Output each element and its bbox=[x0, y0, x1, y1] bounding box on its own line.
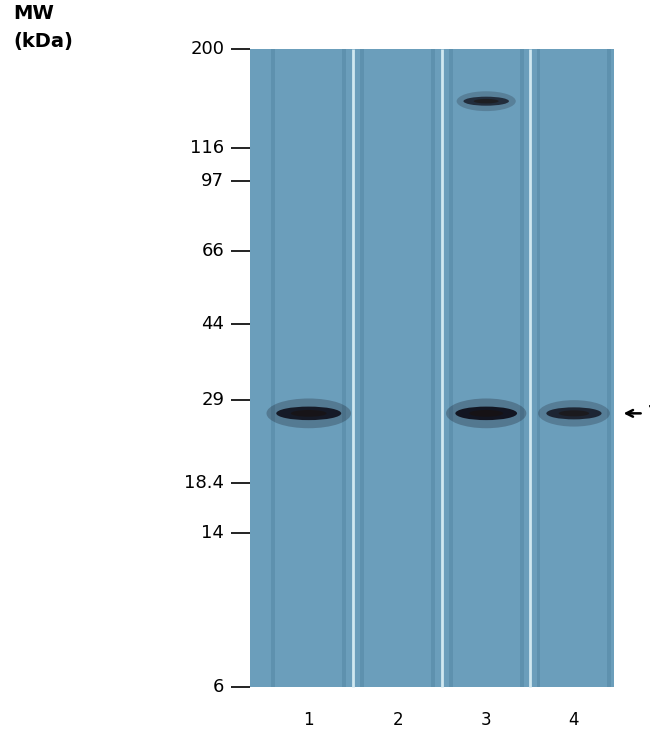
Ellipse shape bbox=[546, 407, 602, 419]
Text: 2: 2 bbox=[393, 711, 403, 729]
Text: TRAM: TRAM bbox=[649, 404, 650, 422]
Bar bbox=[607, 49, 611, 687]
Text: 29: 29 bbox=[202, 391, 224, 409]
Ellipse shape bbox=[474, 99, 499, 104]
Text: 200: 200 bbox=[190, 40, 224, 58]
Text: 3: 3 bbox=[481, 711, 491, 729]
Bar bbox=[448, 49, 452, 687]
Ellipse shape bbox=[291, 410, 326, 417]
Bar bbox=[537, 49, 541, 687]
Ellipse shape bbox=[463, 97, 509, 106]
Bar bbox=[360, 49, 364, 687]
Text: 14: 14 bbox=[202, 524, 224, 542]
Bar bbox=[432, 49, 436, 687]
Ellipse shape bbox=[469, 410, 503, 417]
Ellipse shape bbox=[559, 410, 589, 416]
Ellipse shape bbox=[456, 92, 516, 111]
Bar bbox=[272, 49, 276, 687]
Text: MW: MW bbox=[13, 4, 54, 23]
Bar bbox=[342, 49, 346, 687]
Text: 66: 66 bbox=[202, 242, 224, 260]
Text: 97: 97 bbox=[202, 171, 224, 189]
Bar bbox=[519, 49, 523, 687]
Ellipse shape bbox=[266, 399, 351, 428]
Ellipse shape bbox=[446, 399, 526, 428]
Text: 1: 1 bbox=[304, 711, 314, 729]
Text: 6: 6 bbox=[213, 678, 224, 696]
Ellipse shape bbox=[538, 400, 610, 427]
Text: 44: 44 bbox=[202, 315, 224, 333]
Text: (kDa): (kDa) bbox=[13, 32, 73, 50]
Text: 116: 116 bbox=[190, 139, 224, 157]
Text: 18.4: 18.4 bbox=[184, 474, 224, 492]
Ellipse shape bbox=[455, 406, 517, 420]
Text: 4: 4 bbox=[569, 711, 579, 729]
Ellipse shape bbox=[276, 406, 341, 420]
Bar bbox=[250, 49, 614, 687]
